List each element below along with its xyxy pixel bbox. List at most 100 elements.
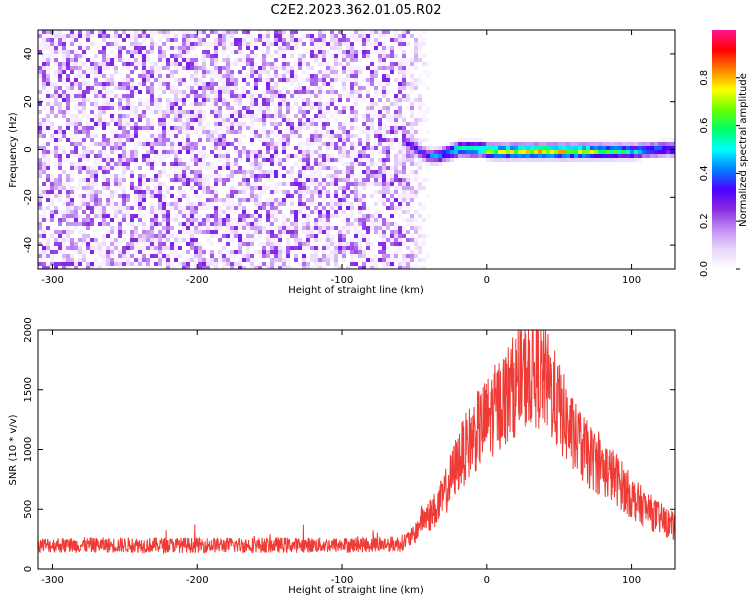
spectrogram-cell <box>398 114 402 118</box>
spectrogram-cell <box>250 74 254 78</box>
spectrogram-cell <box>210 222 214 226</box>
spectrogram-cell <box>134 162 138 166</box>
spectrogram-cell <box>150 110 154 114</box>
spectrogram-cell <box>394 30 398 34</box>
spectrogram-cell <box>302 162 306 166</box>
spectrogram-cell <box>194 58 198 62</box>
spectrogram-cell <box>42 58 46 62</box>
spectrogram-cell <box>90 186 94 190</box>
spectrogram-cell <box>46 206 50 210</box>
spectrogram-cell <box>346 130 350 134</box>
spectrogram-cell <box>302 258 306 262</box>
spectrogram-cell <box>122 106 126 110</box>
spectrogram-cell <box>278 54 282 58</box>
spectrogram-cell <box>222 130 226 134</box>
spectrogram-cell <box>310 166 314 170</box>
spectrogram-cell <box>54 130 58 134</box>
spectrogram-cell <box>218 142 222 146</box>
spectrogram-cell <box>386 254 390 258</box>
spectrogram-cell <box>386 126 390 130</box>
spectrogram-cell <box>146 230 150 234</box>
spectrogram-cell <box>174 78 178 82</box>
spectrogram-cell <box>338 74 342 78</box>
spectrogram-cell <box>134 246 138 250</box>
spectrogram-cell <box>330 138 334 142</box>
spectrogram-cell <box>230 166 234 170</box>
spectrogram-cell <box>622 150 626 154</box>
spectrogram-cell <box>318 222 322 226</box>
spectrogram-cell <box>142 182 146 186</box>
spectrogram-cell <box>270 78 274 82</box>
spectrogram-cell <box>126 262 130 266</box>
spectrogram-cell <box>126 210 130 214</box>
spectrogram-cell <box>358 58 362 62</box>
spectrogram-cell <box>398 70 402 74</box>
spectrogram-cell <box>230 170 234 174</box>
spectrogram-cell <box>402 126 406 130</box>
spectrogram-cell <box>310 230 314 234</box>
spectrogram-cell <box>374 182 378 186</box>
spectrogram-cell <box>242 266 246 269</box>
spectrogram-cell <box>38 226 42 230</box>
spectrogram-cell <box>38 110 42 114</box>
spectrogram-cell <box>374 74 378 78</box>
spectrogram-cell <box>54 250 58 254</box>
spectrogram-cell <box>62 62 66 66</box>
spectrogram-cell <box>254 34 258 38</box>
spectrogram-cell <box>578 142 582 146</box>
spectrogram-cell <box>58 30 62 34</box>
spectrogram-cell <box>282 78 286 82</box>
spectrogram-cell <box>202 166 206 170</box>
figure-title: C2E2.2023.362.01.05.R02 <box>270 3 441 18</box>
spectrogram-cell <box>262 258 266 262</box>
spectrogram-cell <box>346 106 350 110</box>
spectrogram-cell <box>178 118 182 122</box>
spectrogram-cell <box>386 142 390 146</box>
spectrogram-cell <box>306 126 310 130</box>
spectrogram-cell <box>314 234 318 238</box>
spectrogram-cell <box>302 242 306 246</box>
spectrogram-cell <box>114 130 118 134</box>
spectrogram-cell <box>526 158 530 162</box>
spectrogram-cell <box>246 46 250 50</box>
spectrogram-cell <box>370 118 374 122</box>
spectrogram-cell <box>326 226 330 230</box>
spectrogram-cell <box>74 38 78 42</box>
spectrogram-cell <box>302 34 306 38</box>
spectrogram-cell <box>174 178 178 182</box>
spectrogram-cell <box>158 206 162 210</box>
spectrogram-cell <box>254 166 258 170</box>
spectrogram-cell <box>222 90 226 94</box>
spectrogram-cell <box>166 238 170 242</box>
spectrogram-cell <box>438 150 442 154</box>
spectrogram-cell <box>78 230 82 234</box>
spectrogram-cell <box>410 58 414 62</box>
spectrogram-cell <box>254 198 258 202</box>
spectrogram-cell <box>62 82 66 86</box>
spectrogram-cell <box>174 170 178 174</box>
spectrogram-cell <box>178 126 182 130</box>
spectrogram-cell <box>374 162 378 166</box>
spectrogram-cell <box>114 54 118 58</box>
spectrogram-cell <box>122 166 126 170</box>
spectrogram-cell <box>342 126 346 130</box>
spectrogram-cell <box>322 58 326 62</box>
spectrogram-cell <box>382 150 386 154</box>
spectrogram-cell <box>178 254 182 258</box>
spectrogram-cell <box>342 78 346 82</box>
spectrogram-cell <box>118 126 122 130</box>
spectrogram-cell <box>322 258 326 262</box>
spectrogram-cell <box>94 170 98 174</box>
spectrogram-cell <box>62 66 66 70</box>
spectrogram-cell <box>134 234 138 238</box>
spectrogram-cell <box>182 162 186 166</box>
spectrogram-cell <box>122 230 126 234</box>
spectrogram-cell <box>162 122 166 126</box>
spectrogram-cell <box>102 142 106 146</box>
spectrogram-cell <box>490 158 494 162</box>
spectrogram-cell <box>142 202 146 206</box>
spectrogram-cell <box>330 194 334 198</box>
spectrogram-cell <box>62 230 66 234</box>
spectrogram-cell <box>242 42 246 46</box>
spectrogram-cell <box>298 58 302 62</box>
